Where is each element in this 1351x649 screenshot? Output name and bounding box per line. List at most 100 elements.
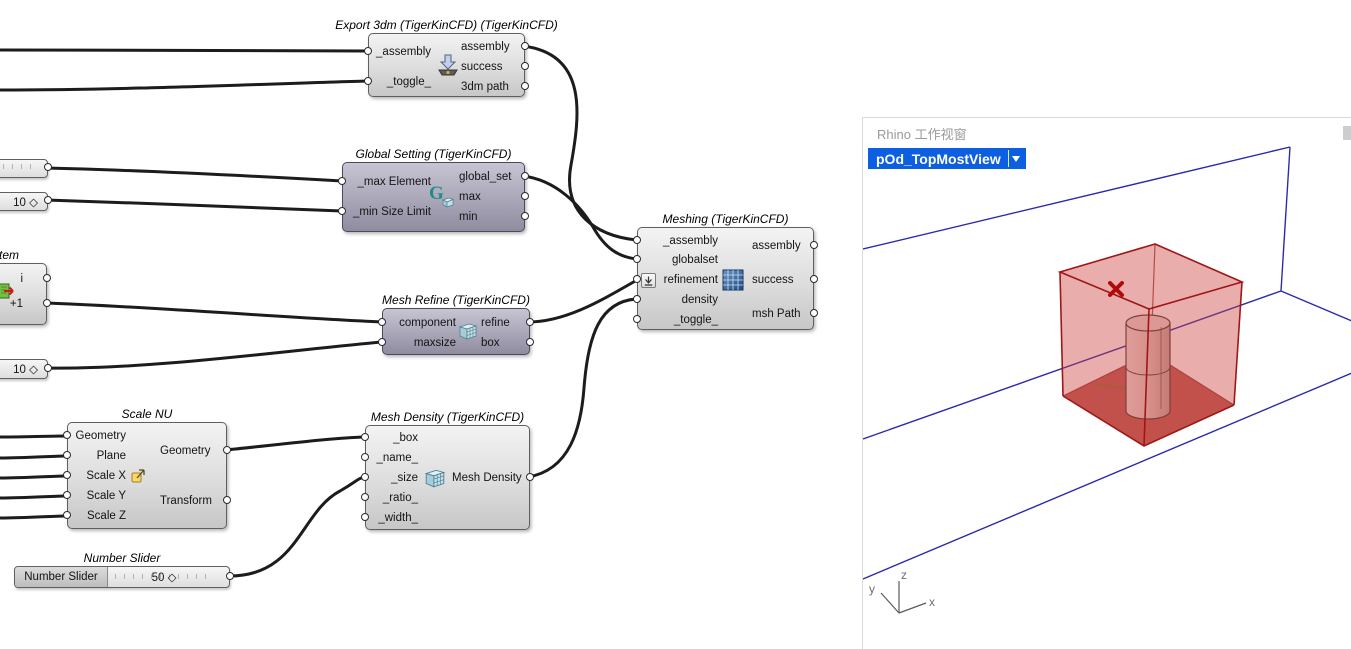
red-domain-box[interactable] [1057, 243, 1245, 447]
export-icon [435, 52, 461, 83]
view-selector-button[interactable]: pOd_TopMostView [868, 148, 1026, 169]
input-port[interactable] [364, 77, 372, 85]
input-label: Scale Y [86, 490, 126, 502]
slider-maxsize[interactable]: 10 ◇ [0, 359, 52, 379]
node-mesh-refine[interactable]: Mesh Refine (TigerKinCFD) component maxs… [378, 293, 534, 355]
scrollbar-thumb[interactable] [1343, 126, 1351, 140]
input-port[interactable] [361, 493, 369, 501]
output-port[interactable] [521, 82, 529, 90]
output-port[interactable] [526, 473, 534, 481]
view-selector-label: pOd_TopMostView [876, 150, 1001, 167]
wire [226, 475, 367, 578]
global-setting-icon: G [429, 183, 444, 204]
wire [0, 494, 69, 500]
node-title: Export 3dm (TigerKinCFD) (TigerKinCFD) [335, 18, 558, 32]
input-port[interactable] [63, 471, 71, 479]
output-port[interactable] [810, 241, 818, 249]
input-label: _width_ [378, 512, 418, 524]
number-slider[interactable]: Number Slider Number Slider 50 ◇ [14, 551, 234, 588]
output-port[interactable] [521, 192, 529, 200]
input-port[interactable] [378, 318, 386, 326]
mesh-refine-icon [458, 321, 478, 346]
input-port[interactable] [361, 473, 369, 481]
output-label: Mesh Density [452, 472, 522, 484]
input-port[interactable] [633, 295, 641, 303]
input-port[interactable] [338, 177, 346, 185]
viewport-3d-scene[interactable]: z x y [863, 118, 1351, 649]
input-port[interactable] [361, 433, 369, 441]
input-port[interactable] [63, 511, 71, 519]
input-port[interactable] [378, 338, 386, 346]
chevron-down-icon[interactable] [1007, 150, 1023, 167]
node-title: Mesh Density (TigerKinCFD) [370, 410, 525, 424]
meshing-icon [722, 269, 744, 296]
input-port[interactable] [361, 513, 369, 521]
expand-refinement-button[interactable] [641, 273, 656, 288]
input-port[interactable] [364, 47, 372, 55]
output-port[interactable] [810, 275, 818, 283]
output-port[interactable] [44, 364, 52, 372]
output-port[interactable] [223, 496, 231, 504]
output-port[interactable] [810, 309, 818, 317]
output-port[interactable] [43, 299, 51, 307]
wire [526, 278, 639, 324]
output-port[interactable] [526, 338, 534, 346]
output-port[interactable] [223, 446, 231, 454]
input-port[interactable] [633, 255, 641, 263]
node-export-3dm[interactable]: Export 3dm (TigerKinCFD) (TigerKinCFD) _… [335, 18, 558, 97]
slider-value[interactable]: 50 ◇ [151, 572, 177, 584]
cylinder[interactable] [1125, 314, 1171, 420]
input-port[interactable] [63, 491, 71, 499]
output-label: refine [481, 317, 510, 329]
input-label: refinement [663, 274, 718, 286]
output-port[interactable] [521, 172, 529, 180]
input-label: globalset [671, 254, 718, 266]
output-label: box [481, 337, 500, 349]
output-label: max [459, 191, 481, 203]
node-mesh-density[interactable]: Mesh Density (TigerKinCFD) _box _name_ _… [361, 410, 534, 530]
output-port[interactable] [521, 62, 529, 70]
wire [0, 48, 370, 53]
output-label: 3dm path [461, 81, 509, 93]
input-port[interactable] [633, 275, 641, 283]
node-scale-nu[interactable]: Scale NU Geometry Plane Scale X Scale Y … [63, 407, 231, 529]
number-slider-name-cell[interactable]: Number Slider [15, 567, 108, 587]
output-port[interactable] [44, 196, 52, 204]
node-meshing[interactable]: Meshing (TigerKinCFD) _assembly globalse… [633, 212, 818, 330]
output-label: Transform [160, 495, 212, 507]
wire [521, 174, 639, 261]
input-label: _box [393, 432, 418, 444]
output-label: global_set [459, 171, 512, 183]
output-port[interactable] [43, 274, 51, 282]
node-title: tem [0, 248, 20, 262]
output-port[interactable] [44, 163, 52, 171]
node-list-item[interactable]: tem i +1 [0, 248, 51, 325]
input-port[interactable] [63, 451, 71, 459]
wire [0, 434, 69, 439]
slider-min-size[interactable]: 10 ◇ [0, 192, 52, 211]
output-port[interactable] [226, 572, 234, 580]
output-label: +1 [9, 298, 23, 310]
output-label: assembly [461, 41, 510, 53]
input-port[interactable] [633, 315, 641, 323]
input-port[interactable] [361, 453, 369, 461]
output-port[interactable] [526, 318, 534, 326]
output-port[interactable] [521, 42, 529, 50]
axis-triad: z x y [869, 568, 935, 614]
wire-layer [0, 44, 639, 578]
slider-ticks [115, 574, 209, 579]
node-title: Mesh Refine (TigerKinCFD) [382, 293, 530, 307]
input-label: Geometry [75, 430, 127, 442]
wire [0, 454, 69, 460]
scale-icon [130, 466, 148, 489]
output-label: i [20, 273, 23, 285]
input-port[interactable] [633, 236, 641, 244]
mesh-density-icon [424, 467, 446, 494]
input-port[interactable] [63, 431, 71, 439]
down-arrow-icon [644, 276, 653, 286]
node-global-setting[interactable]: Global Setting (TigerKinCFD) _max Elemen… [338, 147, 529, 232]
output-port[interactable] [521, 212, 529, 220]
slider-partial[interactable] [0, 159, 52, 178]
wire [43, 301, 384, 324]
input-port[interactable] [338, 207, 346, 215]
